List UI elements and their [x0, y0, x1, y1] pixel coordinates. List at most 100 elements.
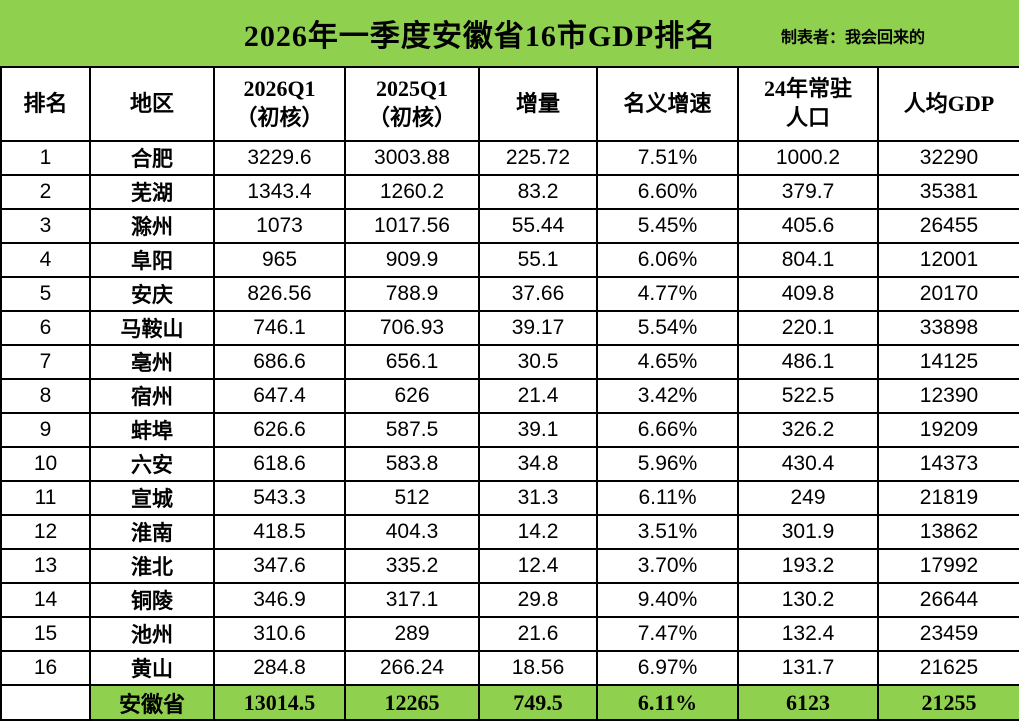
cell-per-capita-gdp: 19209 — [877, 412, 1019, 448]
table-row: 11 宣城 543.3 512 31.3 6.11% 249 21819 — [0, 480, 1019, 516]
cell-nominal-growth: 4.65% — [596, 344, 739, 380]
footer-cell-per-capita-gdp: 21255 — [877, 684, 1019, 721]
column-header-rank: 排名 — [0, 66, 91, 142]
table-row: 12 淮南 418.5 404.3 14.2 3.51% 301.9 13862 — [0, 514, 1019, 550]
cell-2025q1: 1017.56 — [344, 208, 480, 244]
credit-label: 制表者：我会回来的 — [781, 29, 926, 47]
cell-2026q1: 418.5 — [213, 514, 346, 550]
cell-region: 池州 — [89, 616, 215, 652]
cell-per-capita-gdp: 35381 — [877, 174, 1019, 210]
cell-increment: 83.2 — [478, 174, 598, 210]
table-row: 5 安庆 826.56 788.9 37.66 4.77% 409.8 20170 — [0, 276, 1019, 312]
cell-per-capita-gdp: 12001 — [877, 242, 1019, 278]
footer-row: 安徽省 13014.5 12265 749.5 6.11% 6123 21255 — [0, 684, 1019, 721]
cell-rank: 12 — [0, 514, 91, 550]
table-row: 1 合肥 3229.6 3003.88 225.72 7.51% 1000.2 32290 — [0, 140, 1019, 176]
table-header: 排名 地区 2026Q1 （初核） 2025Q1 （初核） 增量 名义增速 24… — [0, 66, 1019, 142]
cell-increment: 29.8 — [478, 582, 598, 618]
cell-nominal-growth: 5.45% — [596, 208, 739, 244]
cell-region: 铜陵 — [89, 582, 215, 618]
cell-region: 淮北 — [89, 548, 215, 584]
cell-increment: 37.66 — [478, 276, 598, 312]
cell-region: 安庆 — [89, 276, 215, 312]
table-body: 1 合肥 3229.6 3003.88 225.72 7.51% 1000.2 32290 2 芜… — [0, 140, 1019, 686]
cell-per-capita-gdp: 23459 — [877, 616, 1019, 652]
cell-per-capita-gdp: 20170 — [877, 276, 1019, 312]
cell-population: 301.9 — [737, 514, 879, 550]
cell-nominal-growth: 3.42% — [596, 378, 739, 414]
cell-2025q1: 909.9 — [344, 242, 480, 278]
cell-rank: 2 — [0, 174, 91, 210]
cell-2026q1: 1343.4 — [213, 174, 346, 210]
cell-2026q1: 346.9 — [213, 582, 346, 618]
cell-population: 379.7 — [737, 174, 879, 210]
cell-rank: 6 — [0, 310, 91, 346]
table-row: 8 宿州 647.4 626 21.4 3.42% 522.5 12390 — [0, 378, 1019, 414]
cell-nominal-growth: 6.66% — [596, 412, 739, 448]
cell-2026q1: 543.3 — [213, 480, 346, 516]
cell-region: 宣城 — [89, 480, 215, 516]
cell-2025q1: 656.1 — [344, 344, 480, 380]
cell-region: 淮南 — [89, 514, 215, 550]
header-row: 排名 地区 2026Q1 （初核） 2025Q1 （初核） 增量 名义增速 24… — [0, 66, 1019, 142]
cell-2025q1: 335.2 — [344, 548, 480, 584]
cell-2025q1: 512 — [344, 480, 480, 516]
table-footer: 安徽省 13014.5 12265 749.5 6.11% 6123 21255 — [0, 684, 1019, 721]
cell-rank: 4 — [0, 242, 91, 278]
cell-population: 430.4 — [737, 446, 879, 482]
cell-rank: 5 — [0, 276, 91, 312]
cell-2025q1: 289 — [344, 616, 480, 652]
cell-increment: 18.56 — [478, 650, 598, 686]
cell-population: 1000.2 — [737, 140, 879, 176]
cell-region: 合肥 — [89, 140, 215, 176]
cell-per-capita-gdp: 14373 — [877, 446, 1019, 482]
cell-per-capita-gdp: 26644 — [877, 582, 1019, 618]
cell-rank: 15 — [0, 616, 91, 652]
cell-region: 宿州 — [89, 378, 215, 414]
table-row: 15 池州 310.6 289 21.6 7.47% 132.4 23459 — [0, 616, 1019, 652]
cell-region: 黄山 — [89, 650, 215, 686]
column-header-nominal-growth: 名义增速 — [596, 66, 739, 142]
cell-per-capita-gdp: 26455 — [877, 208, 1019, 244]
cell-2026q1: 3229.6 — [213, 140, 346, 176]
cell-nominal-growth: 6.97% — [596, 650, 739, 686]
cell-region: 滁州 — [89, 208, 215, 244]
cell-rank: 1 — [0, 140, 91, 176]
cell-2025q1: 626 — [344, 378, 480, 414]
cell-2026q1: 826.56 — [213, 276, 346, 312]
cell-2026q1: 1073 — [213, 208, 346, 244]
cell-population: 249 — [737, 480, 879, 516]
cell-increment: 39.17 — [478, 310, 598, 346]
cell-rank: 16 — [0, 650, 91, 686]
cell-nominal-growth: 7.51% — [596, 140, 739, 176]
cell-per-capita-gdp: 13862 — [877, 514, 1019, 550]
cell-increment: 31.3 — [478, 480, 598, 516]
cell-population: 132.4 — [737, 616, 879, 652]
cell-2025q1: 317.1 — [344, 582, 480, 618]
title-banner: 2026年一季度安徽省16市GDP排名 制表者：我会回来的 — [0, 0, 1019, 66]
cell-increment: 21.6 — [478, 616, 598, 652]
cell-2026q1: 746.1 — [213, 310, 346, 346]
cell-rank: 9 — [0, 412, 91, 448]
footer-cell-nominal-growth: 6.11% — [596, 684, 739, 721]
table-row: 13 淮北 347.6 335.2 12.4 3.70% 193.2 17992 — [0, 548, 1019, 584]
column-header-2026q1: 2026Q1 （初核） — [213, 66, 346, 142]
cell-per-capita-gdp: 12390 — [877, 378, 1019, 414]
cell-2025q1: 788.9 — [344, 276, 480, 312]
cell-rank: 3 — [0, 208, 91, 244]
cell-population: 193.2 — [737, 548, 879, 584]
cell-2026q1: 965 — [213, 242, 346, 278]
column-header-region: 地区 — [89, 66, 215, 142]
footer-cell-population: 6123 — [737, 684, 879, 721]
cell-region: 蚌埠 — [89, 412, 215, 448]
footer-cell-2025q1: 12265 — [344, 684, 480, 721]
cell-nominal-growth: 3.70% — [596, 548, 739, 584]
table-row: 14 铜陵 346.9 317.1 29.8 9.40% 130.2 26644 — [0, 582, 1019, 618]
cell-region: 阜阳 — [89, 242, 215, 278]
cell-increment: 55.1 — [478, 242, 598, 278]
cell-2025q1: 266.24 — [344, 650, 480, 686]
table-row: 16 黄山 284.8 266.24 18.56 6.97% 131.7 21625 — [0, 650, 1019, 686]
cell-region: 亳州 — [89, 344, 215, 380]
cell-population: 220.1 — [737, 310, 879, 346]
